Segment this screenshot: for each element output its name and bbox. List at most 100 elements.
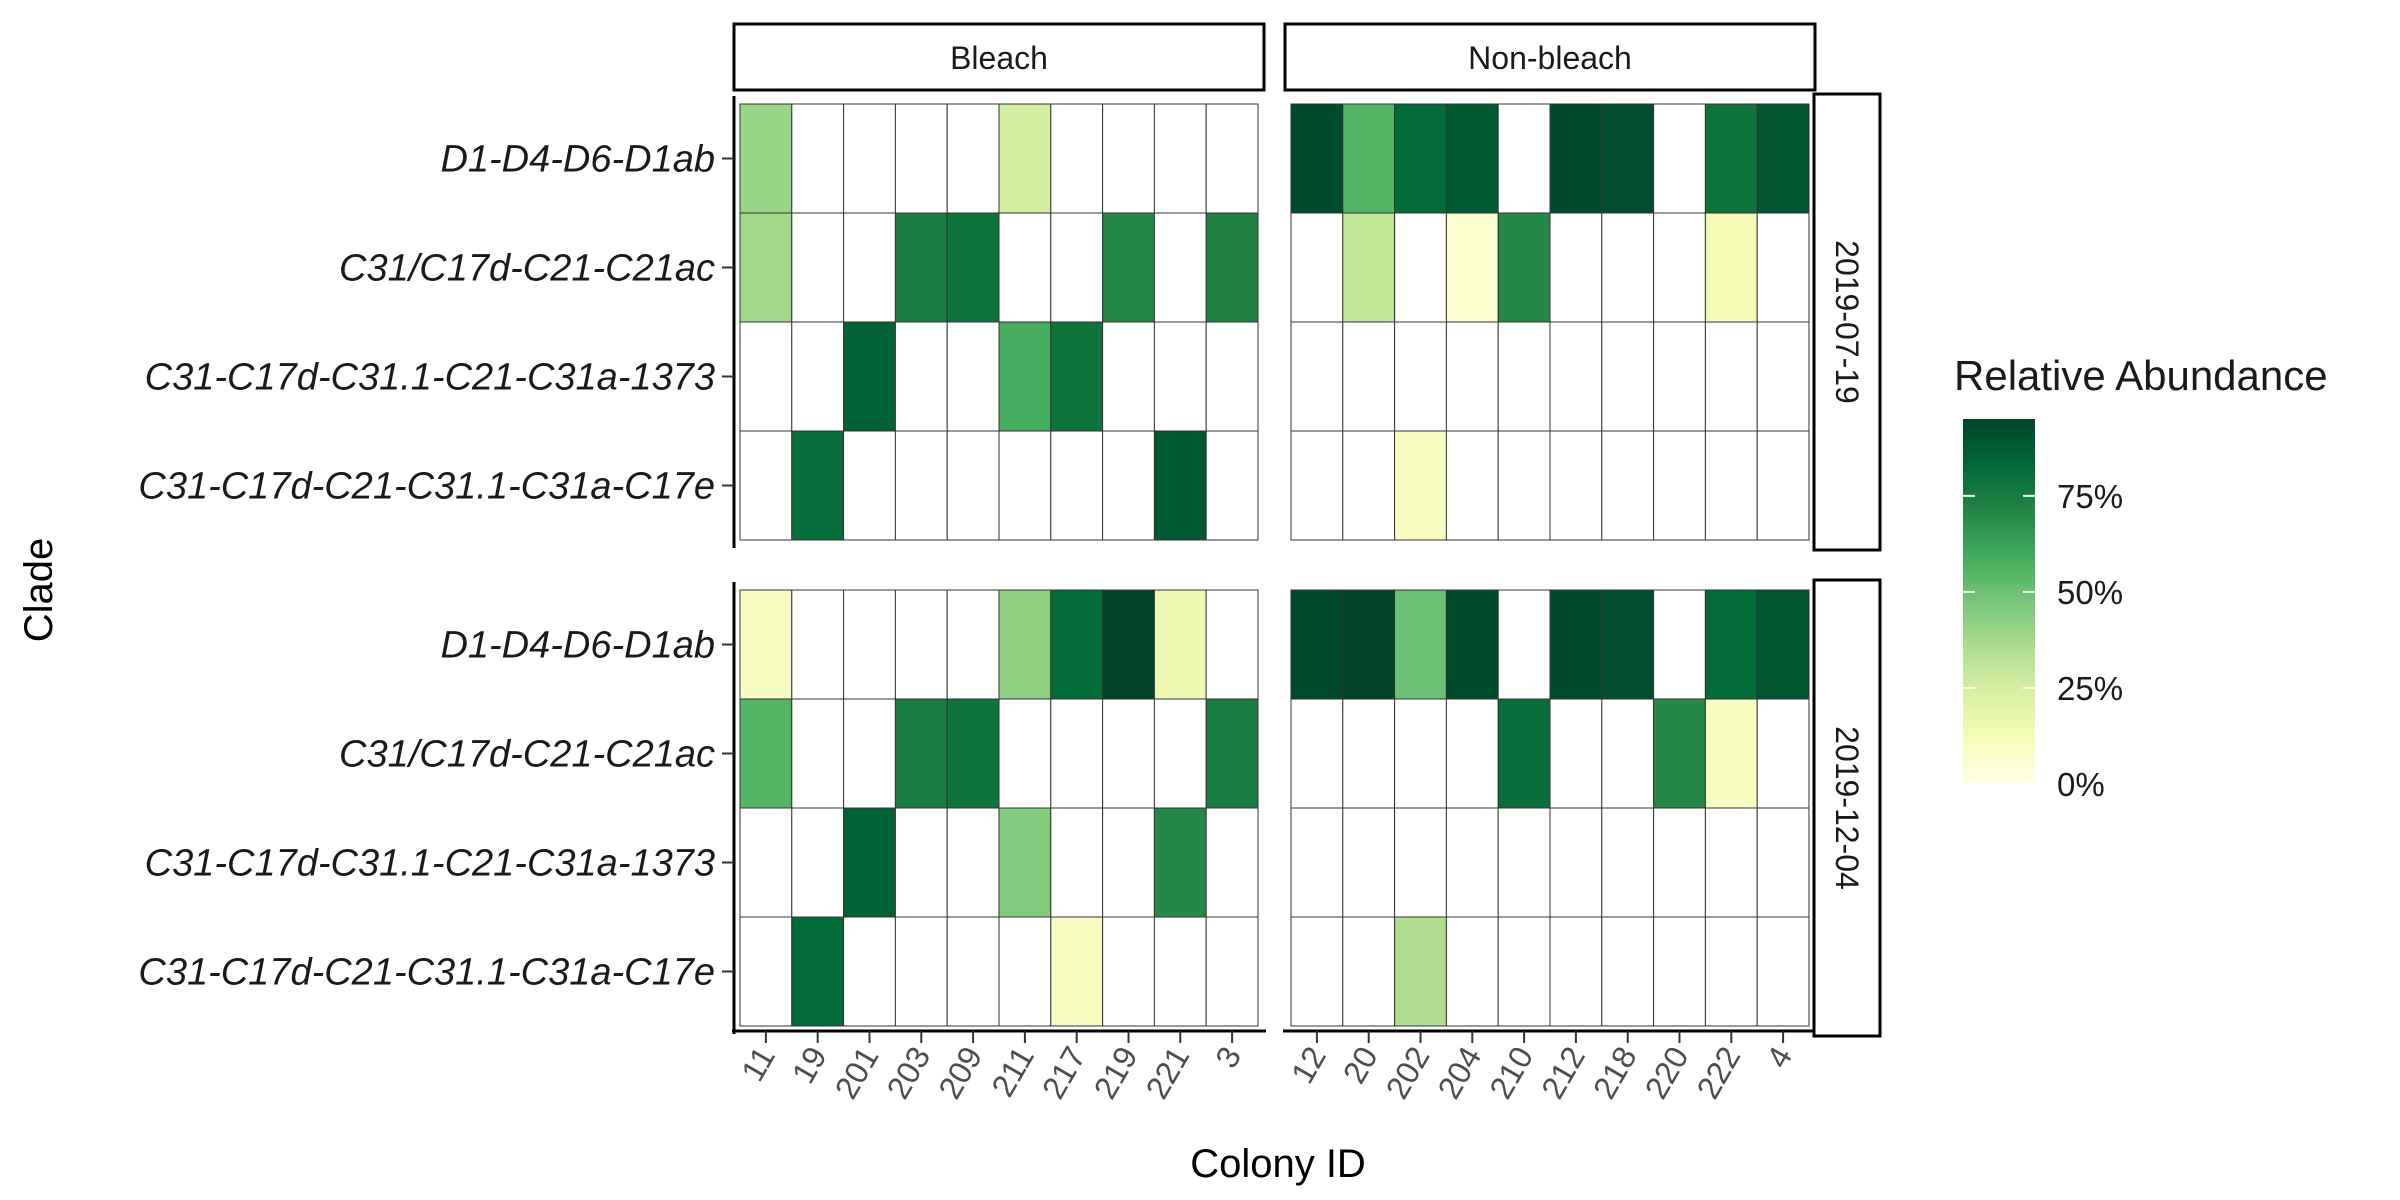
- heatmap-cell: [843, 916, 896, 1027]
- heatmap-cell: [1756, 589, 1810, 700]
- heatmap-cell: [1290, 916, 1344, 1027]
- heatmap-cell: [1653, 916, 1706, 1027]
- facet-column-label: Bleach: [950, 40, 1048, 76]
- heatmap-cell: [1601, 430, 1655, 541]
- x-tick-label: 217: [1035, 1041, 1093, 1105]
- x-tick-label: 204: [1430, 1041, 1488, 1105]
- heatmap-cell: [791, 698, 845, 809]
- colorbar-tick-label: 75%: [2057, 478, 2123, 515]
- heatmap-cell: [1756, 698, 1810, 809]
- x-tick-label: 201: [828, 1041, 886, 1105]
- heatmap-cell: [1342, 916, 1396, 1027]
- legend: Relative Abundance 0% 25% 50% 75%: [1954, 352, 2328, 803]
- heatmap-cell: [1050, 103, 1104, 214]
- heatmap-cell: [1601, 589, 1655, 700]
- heatmap-cell: [1445, 698, 1499, 809]
- heatmap-cell: [1704, 916, 1758, 1027]
- heatmap-cell: [1290, 430, 1344, 541]
- heatmap-cell: [998, 212, 1052, 323]
- heatmap-cell: [843, 212, 896, 323]
- panel-bleach-2019-12-04: [739, 589, 1259, 1027]
- facet-row-strip: [1812, 92, 1882, 552]
- heatmap-cell: [946, 103, 1000, 214]
- heatmap-cell: [739, 698, 793, 809]
- heatmap-cell: [1394, 430, 1447, 541]
- heatmap-cell: [1050, 807, 1104, 918]
- heatmap-cell: [1102, 321, 1155, 432]
- heatmap-cell: [1601, 698, 1655, 809]
- heatmap-cell: [843, 698, 896, 809]
- heatmap-cell: [1205, 430, 1259, 541]
- y-tick-label: C31-C17d-C31.1-C21-C31a-1373: [145, 843, 715, 885]
- heatmap-cell: [1549, 212, 1603, 323]
- heatmap-cell: [1653, 321, 1706, 432]
- heatmap-cell: [1445, 430, 1499, 541]
- heatmap-cell: [1653, 430, 1706, 541]
- heatmap-cell: [1497, 103, 1551, 214]
- heatmap-cell: [1342, 589, 1396, 700]
- heatmap-cell: [1153, 321, 1207, 432]
- heatmap-cell: [1549, 807, 1603, 918]
- heatmap-cell: [946, 321, 1000, 432]
- heatmap-cell: [1102, 916, 1155, 1027]
- heatmap-cell: [1549, 103, 1603, 214]
- heatmap-cell: [1653, 589, 1706, 700]
- heatmap-cell: [1704, 430, 1758, 541]
- heatmap-cell: [1497, 212, 1551, 323]
- x-tick-label: 211: [984, 1041, 1041, 1103]
- heatmap-cell: [894, 321, 948, 432]
- heatmap-cell: [739, 430, 793, 541]
- heatmap-cell: [1102, 589, 1155, 700]
- heatmap-cell: [1205, 698, 1259, 809]
- heatmap-cell: [1601, 807, 1655, 918]
- heatmap-cell: [739, 321, 793, 432]
- y-tick-label: C31-C17d-C21-C31.1-C31a-C17e: [138, 466, 715, 508]
- heatmap-cell: [998, 103, 1052, 214]
- heatmap-cell: [1153, 698, 1207, 809]
- panel-bleach-2019-07-19: [739, 103, 1259, 541]
- heatmap-cell: [1342, 212, 1396, 323]
- heatmap-cell: [1102, 807, 1155, 918]
- heatmap-cell: [1704, 321, 1758, 432]
- heatmap-cell: [1205, 589, 1259, 700]
- heatmap-cell: [1394, 698, 1447, 809]
- heatmap-cell: [1394, 321, 1447, 432]
- heatmap-cell: [894, 212, 948, 323]
- heatmap-cell: [739, 916, 793, 1027]
- heatmap-cell: [1050, 212, 1104, 323]
- heatmap-cell: [1653, 103, 1706, 214]
- heatmap-cell: [843, 807, 896, 918]
- heatmap-cell: [998, 916, 1052, 1027]
- heatmap-cell: [1050, 321, 1104, 432]
- heatmap-cell: [1290, 103, 1344, 214]
- x-tick-label: 202: [1379, 1041, 1437, 1105]
- heatmap-cell: [1445, 589, 1499, 700]
- heatmap-cell: [1756, 916, 1810, 1027]
- heatmap-cell: [1497, 589, 1551, 700]
- heatmap-cell: [739, 212, 793, 323]
- heatmap-cell: [894, 103, 948, 214]
- heatmap-cell: [1394, 103, 1447, 214]
- heatmap-cell: [1050, 698, 1104, 809]
- heatmap-cell: [1050, 589, 1104, 700]
- heatmap-cell: [1050, 430, 1104, 541]
- heatmap-cell: [1549, 430, 1603, 541]
- facet-row-label: 2019-07-19: [1829, 240, 1865, 404]
- heatmap-cell: [1153, 916, 1207, 1027]
- heatmap-cell: [946, 430, 1000, 541]
- heatmap-cell: [1756, 321, 1810, 432]
- heatmap-cell: [1549, 321, 1603, 432]
- heatmap-cell: [791, 589, 845, 700]
- heatmap-cell: [894, 807, 948, 918]
- heatmap-cell: [1153, 103, 1207, 214]
- heatmap-cell: [739, 589, 793, 700]
- heatmap-cell: [843, 321, 896, 432]
- heatmap-cell: [791, 103, 845, 214]
- heatmap-cell: [1205, 103, 1259, 214]
- heatmap-cell: [1549, 589, 1603, 700]
- x-tick-label: 209: [931, 1041, 989, 1105]
- heatmap-cell: [998, 321, 1052, 432]
- x-tick-label: 11: [734, 1041, 782, 1088]
